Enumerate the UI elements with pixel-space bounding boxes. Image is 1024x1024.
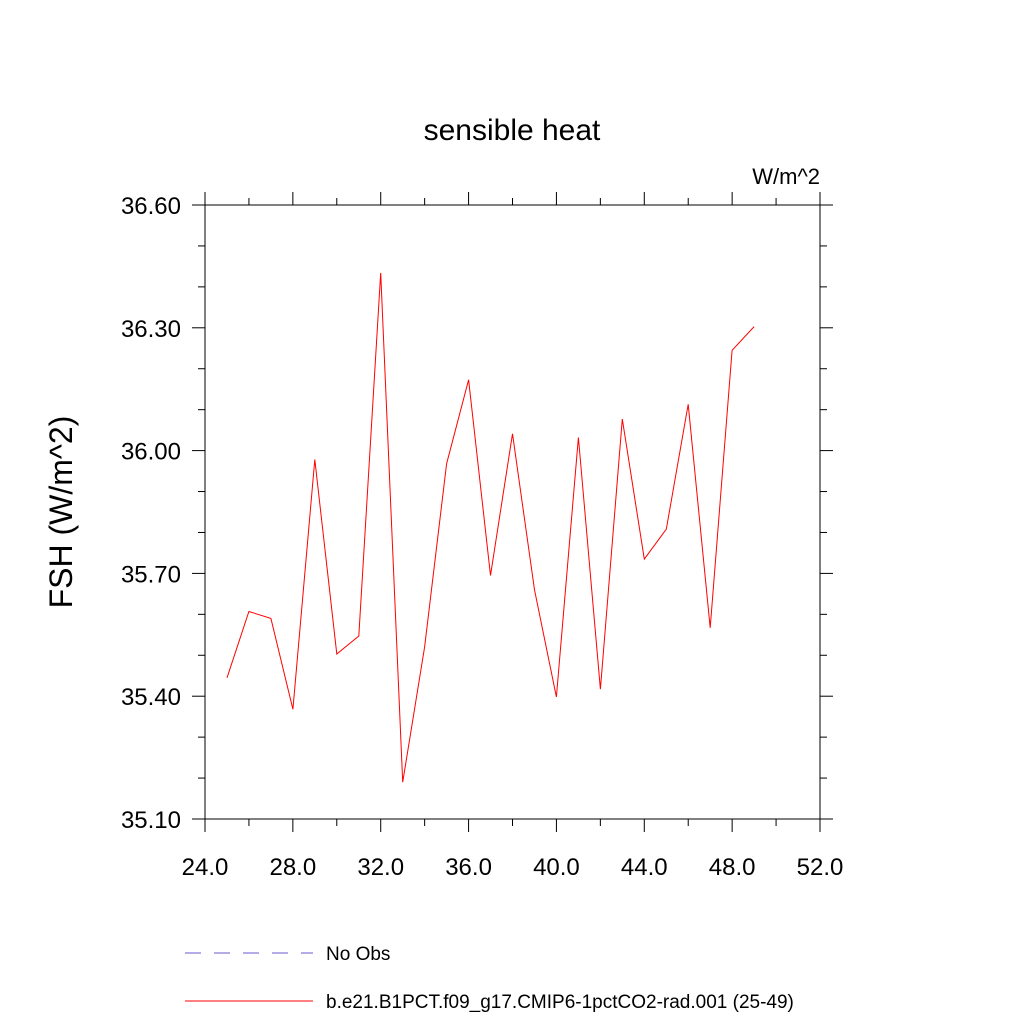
y-tick-label: 36.60 (121, 193, 181, 220)
chart-title: sensible heat (424, 114, 601, 147)
data-point (512, 433, 513, 434)
y-axis-label: FSH (W/m^2) (43, 416, 79, 609)
data-point (314, 459, 315, 460)
data-point (534, 589, 535, 590)
data-point (270, 618, 271, 619)
legend-label: No Obs (326, 944, 390, 965)
data-point (380, 272, 381, 273)
series-line (226, 272, 755, 783)
x-tick-label: 52.0 (797, 854, 844, 881)
y-tick-label: 36.00 (121, 439, 181, 466)
x-tick-label: 24.0 (182, 854, 229, 881)
data-point (622, 419, 623, 420)
data-point (336, 654, 337, 655)
data-point (556, 697, 557, 698)
data-point (490, 575, 491, 576)
data-point (226, 677, 227, 678)
x-tick-label: 32.0 (357, 854, 404, 881)
x-tick-label: 28.0 (269, 854, 316, 881)
y-tick-label: 36.30 (121, 316, 181, 343)
y-tick-label: 35.10 (121, 807, 181, 834)
data-point (578, 437, 579, 438)
data-point (732, 350, 733, 351)
plot-frame (204, 204, 821, 820)
units-label: W/m^2 (752, 164, 820, 189)
data-point (446, 463, 447, 464)
data-point (468, 379, 469, 380)
data-point (402, 782, 403, 783)
legend: No Obs b.e21.B1PCT.f09_g17.CMIP6-1pctCO2-… (185, 944, 794, 1013)
x-tick-label: 36.0 (445, 854, 492, 881)
y-tick-label: 35.40 (121, 684, 181, 711)
data-point (688, 404, 689, 405)
data-point (248, 611, 249, 612)
data-point (644, 559, 645, 560)
x-tick-label: 44.0 (621, 854, 668, 881)
data-point (358, 636, 359, 637)
data-point (666, 529, 667, 530)
data-point (292, 709, 293, 710)
data-point (600, 689, 601, 690)
data-point (710, 627, 711, 628)
data-point (754, 326, 755, 327)
axis-ticks (192, 192, 833, 832)
legend-label: b.e21.B1PCT.f09_g17.CMIP6-1pctCO2-rad.00… (326, 992, 794, 1013)
y-tick-label: 35.70 (121, 561, 181, 588)
tick-labels: 24.0 28.0 32.0 36.0 40.0 44.0 48.0 52.0 35.10 35.… (121, 193, 843, 881)
data-series (226, 272, 755, 783)
x-tick-label: 48.0 (709, 854, 756, 881)
data-point (424, 647, 425, 648)
x-tick-label: 40.0 (533, 854, 580, 881)
